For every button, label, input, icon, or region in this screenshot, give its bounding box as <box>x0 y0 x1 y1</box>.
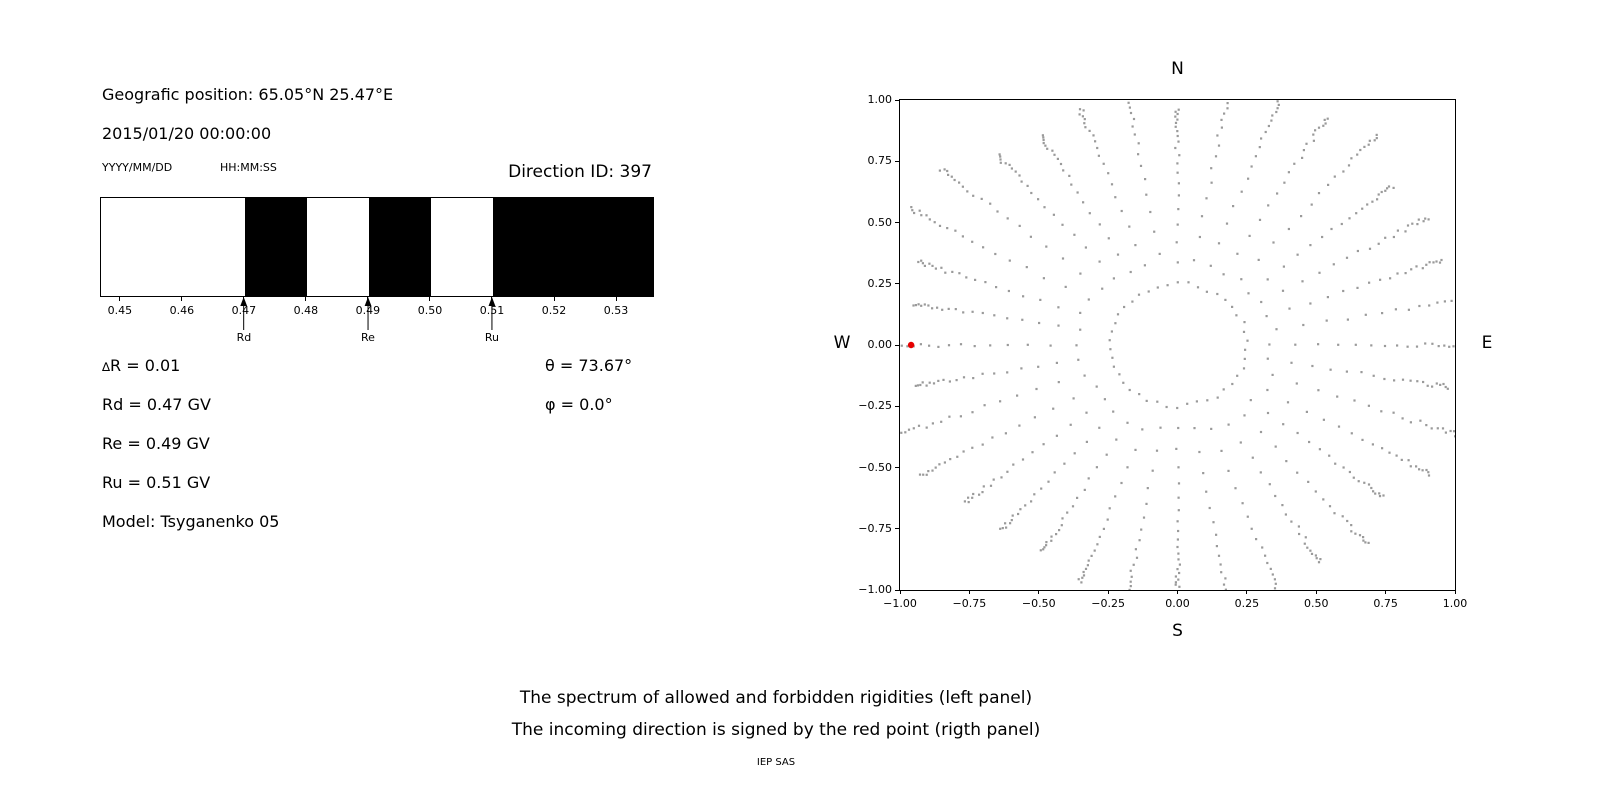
re-value: Re = 0.49 GV <box>102 434 210 453</box>
spectrum-x-tick-label: 0.45 <box>107 304 133 317</box>
spectrum-x-tick-mark <box>181 297 183 301</box>
theta-value: θ = 73.67° <box>545 356 633 375</box>
scatter-y-tick-mark <box>895 99 899 101</box>
scatter-x-tick-mark <box>1385 590 1387 594</box>
spectrum-x-tick-label: 0.53 <box>603 304 629 317</box>
forbidden-rigidity-band <box>368 198 431 296</box>
cutoff-marker-label: Ru <box>484 331 500 344</box>
scatter-plot-area <box>900 100 1455 590</box>
direction-id-title: Direction ID: 397 <box>508 162 652 182</box>
rigidity-spectrum-chart: 0.450.460.470.480.490.500.510.520.53RdRe… <box>100 197 654 357</box>
spectrum-x-tick-mark <box>553 297 555 301</box>
forbidden-rigidity-band <box>493 198 653 296</box>
scatter-y-tick-label: −0.50 <box>858 460 892 474</box>
spectrum-x-tick-label: 0.52 <box>541 304 567 317</box>
scatter-y-tick-mark <box>895 283 899 285</box>
scatter-y-tick-label: −0.75 <box>858 521 892 535</box>
credit-text: IEP SAS <box>756 757 796 768</box>
scatter-y-tick-label: 1.00 <box>867 93 893 106</box>
scatter-y-tick-label: 0.00 <box>867 338 893 351</box>
scatter-y-tick-label: 0.25 <box>867 276 893 290</box>
spectrum-x-tick-label: 0.50 <box>417 304 443 317</box>
scatter-x-tick-mark <box>1038 590 1040 594</box>
scatter-x-tick-mark <box>968 590 970 594</box>
scatter-y-tick-label: 0.75 <box>867 154 893 168</box>
delta-r-text: R = 0.01 <box>110 356 181 375</box>
scatter-x-tick-label: −1.00 <box>883 597 917 610</box>
spectrum-x-tick-label: 0.46 <box>169 304 195 317</box>
time-format-label: HH:MM:SS <box>220 161 277 174</box>
phi-value: φ = 0.0° <box>545 395 613 414</box>
scatter-x-tick-label: 0.50 <box>1304 597 1329 610</box>
scatter-x-tick-label: −0.25 <box>1091 597 1125 610</box>
scatter-x-tick-mark <box>1315 590 1317 594</box>
red-incoming-direction-point <box>907 341 915 349</box>
scatter-y-tick-mark <box>895 405 899 407</box>
model-value: Model: Tsyganenko 05 <box>102 512 280 531</box>
scatter-y-tick-mark <box>895 344 899 346</box>
scatter-x-tick-mark <box>1107 590 1109 594</box>
up-arrow-icon <box>488 297 496 330</box>
cutoff-marker-label: Rd <box>236 331 252 344</box>
date-format-label: YYYY/MM/DD <box>102 161 173 174</box>
scatter-y-tick-mark <box>895 160 899 162</box>
direction-scatter-chart: −1.00 −0.75 −0.50 −0.25 0.00 0.25 0.50 0.75 1.00… <box>834 59 1493 641</box>
scatter-x-tick-label: 0.75 <box>1373 597 1398 610</box>
spectrum-x-tick-mark <box>119 297 121 301</box>
spectrum-plot-area <box>100 197 654 297</box>
compass-north-label: N <box>1171 59 1184 79</box>
scatter-x-tick-mark <box>1177 590 1178 594</box>
scatter-x-tick-label: 0.25 <box>1234 597 1260 610</box>
caption-line-1: The spectrum of allowed and forbidden ri… <box>519 688 1033 708</box>
compass-west-label: W <box>833 333 851 353</box>
rd-value: Rd = 0.47 GV <box>102 395 211 414</box>
cutoff-marker-label: Re <box>360 331 375 344</box>
compass-south-label: S <box>1172 621 1183 641</box>
scatter-x-tick-mark <box>899 590 901 594</box>
datetime-text: 2015/01/20 00:00:00 <box>102 124 272 143</box>
asymptotic-direction-dots <box>900 100 1455 590</box>
scatter-x-tick-label: −0.75 <box>952 597 987 610</box>
up-arrow-icon <box>240 297 248 330</box>
scatter-y-tick-mark <box>895 222 899 223</box>
cutoff-marker-ru: Ru <box>485 297 499 344</box>
ru-value: Ru = 0.51 GV <box>102 473 211 492</box>
cutoff-marker-re: Re <box>361 297 375 344</box>
spectrum-x-tick-mark <box>615 297 617 301</box>
caption-line-2: The incoming direction is signed by the … <box>511 720 1041 740</box>
cutoff-marker-rd: Rd <box>236 297 252 344</box>
scatter-x-tick-label: 0.00 <box>1165 597 1190 610</box>
scatter-y-tick-mark <box>895 467 899 468</box>
scatter-x-tick-mark <box>1454 590 1456 594</box>
delta-symbol: ∆ <box>102 360 111 374</box>
forbidden-rigidity-band <box>244 198 307 296</box>
scatter-x-tick-label: −0.50 <box>1021 597 1056 610</box>
scatter-y-tick-mark <box>895 589 899 591</box>
scatter-y-tick-mark <box>895 528 899 530</box>
scatter-x-tick-label: 1.00 <box>1442 597 1468 610</box>
spectrum-x-tick-mark <box>305 297 307 301</box>
scatter-x-tick-mark <box>1246 590 1248 594</box>
geo-position-text: Geografic position: 65.05°N 25.47°E <box>102 85 394 104</box>
delta-r-value: ∆R = 0.01 <box>102 356 180 375</box>
compass-east-label: E <box>1481 333 1493 353</box>
scatter-y-tick-label: −1.00 <box>858 583 892 596</box>
scatter-y-tick-label: 0.50 <box>867 215 893 229</box>
spectrum-x-tick-label: 0.48 <box>293 304 319 317</box>
scatter-y-tick-label: −0.25 <box>858 399 892 413</box>
spectrum-x-axis: 0.450.460.470.480.490.500.510.520.53RdRe… <box>100 297 652 357</box>
spectrum-x-tick-mark <box>429 297 431 301</box>
up-arrow-icon <box>364 297 372 330</box>
